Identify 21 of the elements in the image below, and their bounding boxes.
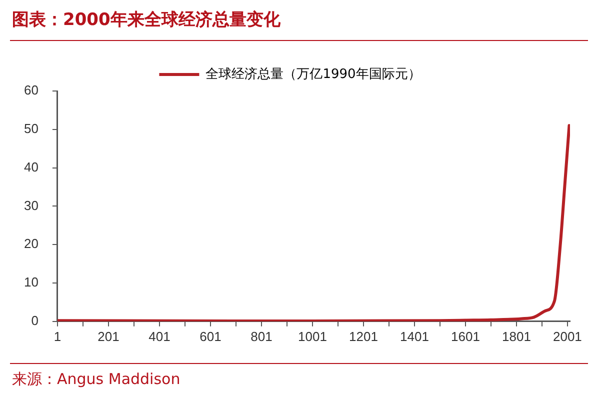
x-tick-label: 801 — [250, 328, 272, 344]
y-tick-label: 20 — [24, 236, 38, 252]
x-tick-label: 1001 — [298, 328, 327, 344]
y-tick-label: 60 — [24, 82, 38, 98]
x-tick-label: 1801 — [502, 328, 531, 344]
legend-label: 全球经济总量（万亿1990年国际元） — [206, 66, 421, 82]
x-tick-label: 601 — [200, 328, 222, 344]
y-tick-label: 40 — [24, 159, 38, 174]
x-tick-label: 1 — [54, 328, 62, 344]
chart-title: 图表：2000年来全球经济总量变化 — [12, 9, 280, 31]
source-note: 来源：Angus Maddison — [12, 370, 180, 389]
y-tick-label: 10 — [24, 274, 38, 290]
y-tick-label: 0 — [31, 312, 38, 328]
x-tick-label: 1201 — [348, 328, 378, 344]
y-tick-label: 50 — [24, 120, 38, 136]
x-tick-label: 1401 — [400, 328, 429, 344]
x-tick-label: 1601 — [450, 328, 480, 344]
x-tick-label: 201 — [98, 328, 120, 344]
x-tick-label: 2001 — [552, 328, 582, 344]
x-tick-label: 401 — [148, 328, 170, 344]
y-tick-label: 30 — [24, 198, 38, 213]
